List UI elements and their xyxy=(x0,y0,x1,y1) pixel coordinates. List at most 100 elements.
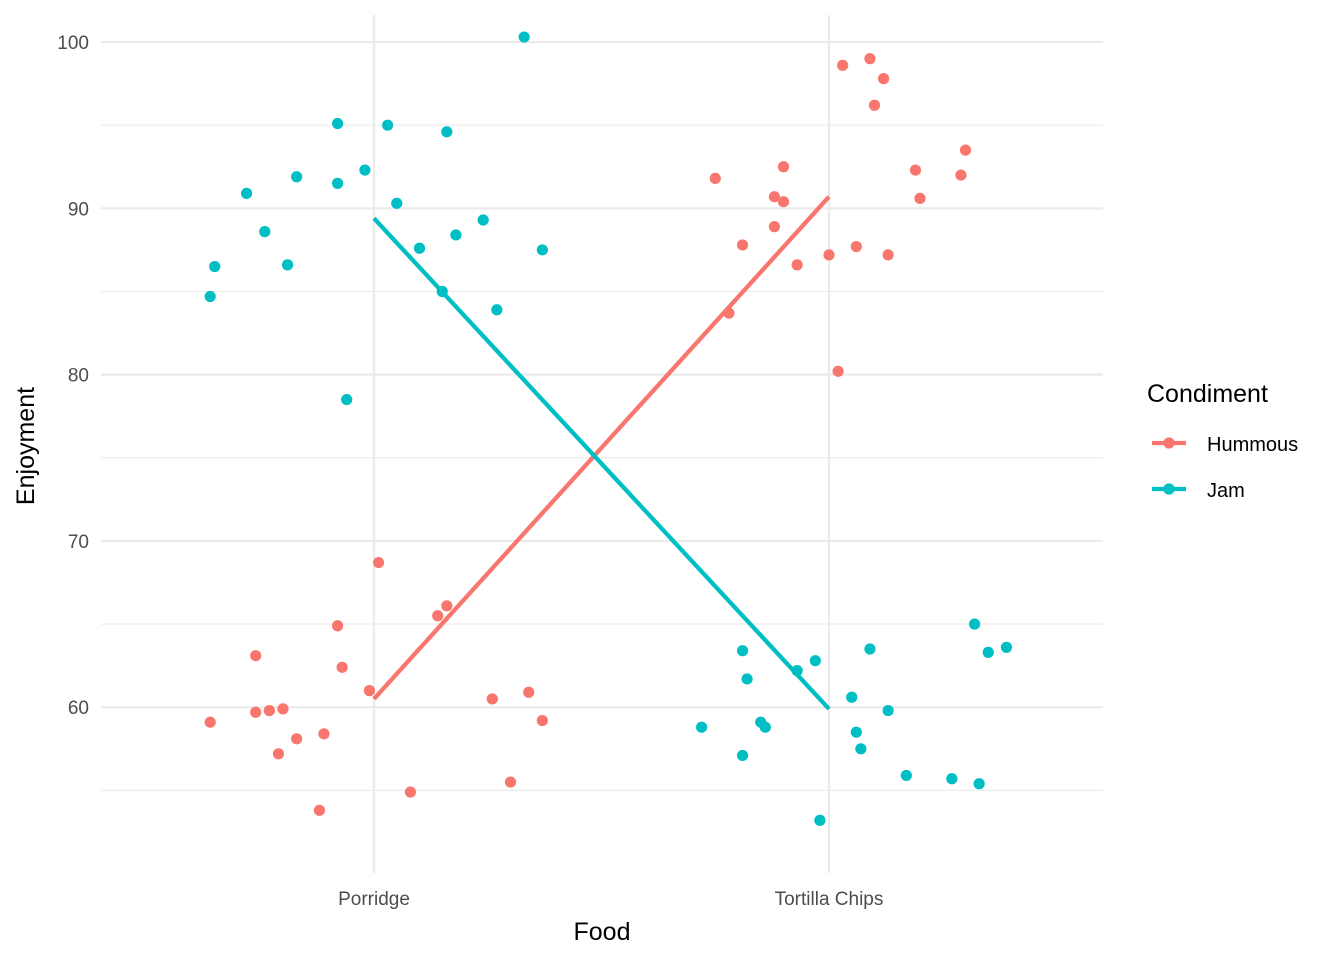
point-hummous xyxy=(864,53,876,65)
point-hummous xyxy=(313,804,325,816)
point-hummous xyxy=(250,650,262,662)
point-jam xyxy=(982,646,994,658)
point-jam xyxy=(864,643,876,655)
point-hummous xyxy=(318,728,330,740)
point-jam xyxy=(736,645,749,657)
point-hummous xyxy=(204,716,216,728)
minor-gridlines xyxy=(101,124,1103,791)
point-hummous xyxy=(372,556,385,569)
point-jam xyxy=(204,290,216,303)
point-hummous xyxy=(536,714,548,727)
point-hummous xyxy=(914,192,926,204)
y-tick-label: 100 xyxy=(57,33,89,54)
point-jam xyxy=(291,171,303,183)
point-hummous xyxy=(441,600,453,612)
point-hummous xyxy=(768,221,781,233)
point-jam xyxy=(332,117,344,130)
point-hummous xyxy=(523,686,535,698)
point-hummous xyxy=(777,196,790,208)
point-hummous xyxy=(277,703,289,715)
x-axis-title: Food xyxy=(574,918,631,946)
legend-label-hummous: Hummous xyxy=(1207,434,1298,456)
point-hummous xyxy=(868,99,881,111)
x-axis-ticks: Porridge Tortilla Chips xyxy=(338,889,883,910)
point-jam xyxy=(900,769,912,782)
point-hummous xyxy=(709,172,721,185)
point-hummous xyxy=(959,144,972,156)
legend-dot-hummous xyxy=(1163,437,1175,449)
legend-keys xyxy=(1152,437,1186,495)
point-jam xyxy=(382,119,394,131)
point-jam xyxy=(536,244,548,256)
point-jam xyxy=(341,393,353,406)
point-hummous xyxy=(723,307,735,319)
point-hummous xyxy=(504,776,517,788)
point-hummous xyxy=(332,620,344,632)
point-jam xyxy=(209,260,221,273)
point-hummous xyxy=(432,610,444,622)
point-jam xyxy=(759,721,771,733)
y-tick-label: 90 xyxy=(68,199,89,220)
point-jam xyxy=(969,618,981,630)
point-jam xyxy=(1000,641,1013,653)
point-jam xyxy=(973,778,985,790)
point-jam xyxy=(946,773,958,785)
y-tick-label: 60 xyxy=(68,698,89,719)
point-jam xyxy=(281,259,294,271)
point-jam xyxy=(814,814,826,826)
trend-lines xyxy=(372,195,831,711)
point-hummous xyxy=(250,706,262,718)
y-tick-label: 80 xyxy=(68,366,89,387)
y-axis-ticks: 60 70 80 90 100 xyxy=(57,33,89,719)
point-hummous xyxy=(850,240,862,253)
point-jam xyxy=(791,665,803,677)
line-hummous xyxy=(372,195,831,701)
point-jam xyxy=(741,673,753,685)
point-jam xyxy=(359,164,371,176)
point-hummous xyxy=(363,685,376,697)
point-jam xyxy=(491,304,503,316)
point-hummous xyxy=(878,73,890,85)
point-hummous xyxy=(955,169,967,181)
y-axis-title: Enjoyment xyxy=(12,387,40,505)
point-hummous xyxy=(736,239,749,251)
point-jam xyxy=(696,721,708,733)
point-hummous xyxy=(768,191,781,203)
x-tick-label: Porridge xyxy=(338,889,410,910)
point-hummous xyxy=(909,164,922,176)
legend-title: Condiment xyxy=(1147,380,1268,408)
point-jam xyxy=(259,226,271,238)
point-hummous xyxy=(291,733,303,745)
point-jam xyxy=(441,126,453,138)
point-jam xyxy=(518,31,530,43)
point-hummous xyxy=(832,365,844,377)
point-jam xyxy=(436,285,448,298)
point-jam xyxy=(332,177,344,189)
point-jam xyxy=(450,229,462,241)
y-tick-label: 70 xyxy=(68,532,89,553)
point-hummous xyxy=(336,661,348,673)
point-hummous xyxy=(837,59,849,71)
point-hummous xyxy=(882,249,894,261)
point-hummous xyxy=(404,786,416,798)
point-jam xyxy=(413,242,426,254)
point-jam xyxy=(855,743,867,755)
point-jam xyxy=(850,726,862,738)
legend-label-jam: Jam xyxy=(1207,480,1245,502)
major-gridlines xyxy=(101,15,1103,873)
point-jam xyxy=(736,749,749,762)
point-jam xyxy=(477,214,489,226)
point-jam xyxy=(241,187,253,199)
point-jam xyxy=(846,691,858,703)
point-hummous xyxy=(263,704,275,717)
point-hummous xyxy=(272,748,285,760)
point-jam xyxy=(391,197,403,209)
point-hummous xyxy=(777,161,790,173)
point-hummous xyxy=(486,693,498,705)
data-points xyxy=(204,31,1013,826)
point-hummous xyxy=(791,259,803,271)
legend: Condiment Hummous Jam xyxy=(1147,380,1298,502)
point-hummous xyxy=(823,249,835,261)
x-tick-label: Tortilla Chips xyxy=(775,889,884,910)
